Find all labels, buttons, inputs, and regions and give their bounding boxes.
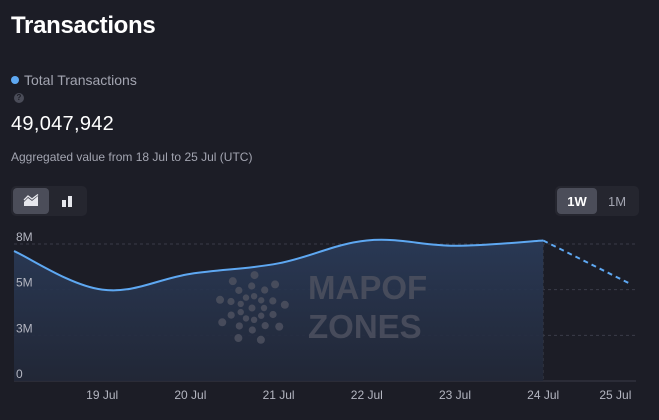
question-circle-icon[interactable]: ? xyxy=(14,93,24,103)
bar-chart-button[interactable] xyxy=(49,188,85,214)
watermark-logo: MAPOF ZONES xyxy=(216,269,427,345)
y-tick-label: 8M xyxy=(16,230,33,244)
legend-dot-icon xyxy=(11,76,19,84)
y-tick-label: 5M xyxy=(16,276,33,290)
range-1w-button[interactable]: 1W xyxy=(557,188,597,214)
watermark-dot xyxy=(227,297,235,306)
legend-label: Total Transactions xyxy=(24,72,137,88)
watermark-dot xyxy=(228,277,237,286)
x-tick-label: 23 Jul xyxy=(439,388,471,402)
x-tick-label: 24 Jul xyxy=(527,388,559,402)
y-axis-labels: 0 3M 5M 8M xyxy=(16,230,33,381)
series-line-projection xyxy=(542,239,632,286)
watermark-dots-icon xyxy=(216,271,289,344)
watermark-dot xyxy=(261,322,269,330)
watermark-dot xyxy=(248,304,256,312)
watermark-dot xyxy=(242,294,250,301)
watermark-dot xyxy=(216,295,225,304)
aggregated-range-note: Aggregated value from 18 Jul to 25 Jul (… xyxy=(11,150,253,164)
watermark-dot xyxy=(248,282,256,290)
total-transactions-value: 49,047,942 xyxy=(11,113,115,135)
area-chart-button[interactable] xyxy=(13,188,49,214)
watermark-dot xyxy=(260,304,268,312)
watermark-dot xyxy=(237,300,244,308)
watermark-dot xyxy=(235,322,243,330)
watermark-dot xyxy=(257,312,265,319)
area-chart-icon xyxy=(23,194,39,206)
watermark-dot xyxy=(275,322,284,331)
watermark-dot xyxy=(250,271,259,280)
page-title: Transactions xyxy=(11,12,156,39)
transactions-chart: MAPOF ZONES 0 3M 5M 8M 19 Jul 20 Jul 21 Jul 22… xyxy=(13,230,636,402)
watermark-dot xyxy=(261,286,269,294)
y-tick-label: 3M xyxy=(16,321,33,335)
time-range-toggle: 1W 1M xyxy=(555,186,639,216)
watermark-dot xyxy=(256,335,265,344)
legend-item-total-transactions[interactable]: Total Transactions xyxy=(11,72,137,88)
x-tick-label: 25 Jul xyxy=(599,388,631,402)
x-tick-label: 21 Jul xyxy=(263,388,295,402)
watermark-dot xyxy=(250,316,258,324)
watermark-line2: ZONES xyxy=(308,308,422,345)
watermark-dot xyxy=(280,300,289,309)
watermark-dot xyxy=(269,310,277,319)
watermark-dot xyxy=(234,334,243,343)
watermark-dot xyxy=(237,308,244,316)
series-line-total-transactions xyxy=(13,238,544,292)
watermark-dot xyxy=(271,280,280,289)
watermark-dot xyxy=(248,326,256,334)
chart-type-toggle xyxy=(11,186,87,216)
x-tick-label: 20 Jul xyxy=(174,388,206,402)
watermark-dot xyxy=(257,297,265,304)
watermark-line1: MAPOF xyxy=(308,269,427,306)
watermark-dot xyxy=(269,297,277,305)
watermark-dot xyxy=(242,315,250,322)
area-fill xyxy=(14,239,544,381)
watermark-dot xyxy=(235,286,243,294)
watermark-dot xyxy=(227,311,235,319)
y-tick-label: 0 xyxy=(16,367,23,381)
bar-chart-icon xyxy=(62,196,72,207)
range-1m-button[interactable]: 1M xyxy=(607,193,627,209)
x-axis-labels: 19 Jul 20 Jul 21 Jul 22 Jul 23 Jul 24 Jul 25 J… xyxy=(86,388,631,402)
x-tick-label: 22 Jul xyxy=(351,388,383,402)
watermark-dot xyxy=(250,292,258,300)
x-tick-label: 19 Jul xyxy=(86,388,118,402)
watermark-dot xyxy=(218,318,227,327)
